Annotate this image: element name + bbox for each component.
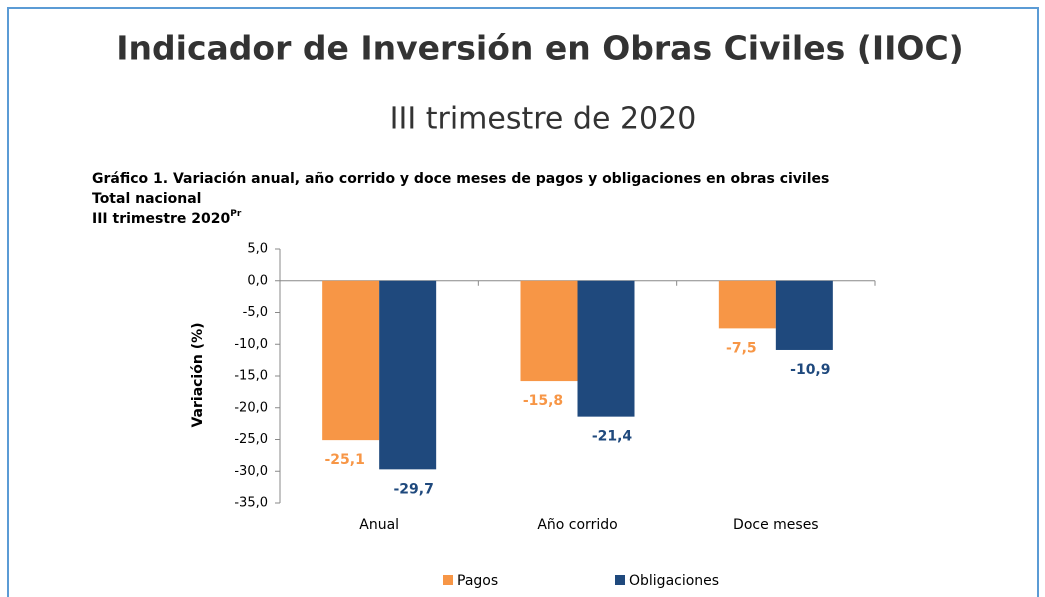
x-tick-label: Anual [359,517,399,533]
page-title: Indicador de Inversión en Obras Civiles … [116,29,964,68]
value-label: -21,4 [592,429,633,445]
y-tick-label: -20,0 [234,400,268,415]
chart-period: III trimestre 2020Pr [92,209,242,228]
y-tick-label: -30,0 [234,464,268,479]
period-sup: Pr [230,209,242,219]
y-tick-label: -15,0 [234,369,268,384]
value-label: -15,8 [523,393,563,409]
legend-label: Pagos [457,573,498,589]
value-label: -7,5 [726,340,757,356]
legend-swatch [443,575,453,585]
y-tick-label: -5,0 [243,305,268,320]
value-label: -10,9 [790,362,830,378]
value-label: -29,7 [393,481,433,497]
bar [775,280,833,350]
bar [379,280,437,470]
x-tick-label: Año corrido [537,517,617,533]
bar [322,280,380,441]
bar [520,280,578,382]
y-tick-label: 5,0 [247,242,268,257]
frame [7,7,1039,597]
chart-title: Gráfico 1. Variación anual, año corrido … [92,171,829,187]
y-tick-label: -10,0 [234,337,268,352]
chart-subtitle: Total nacional [92,191,201,207]
value-label: -25,1 [324,452,364,468]
y-tick-label: -25,0 [234,432,268,447]
x-tick-label: Doce meses [733,517,819,533]
legend-swatch [615,575,625,585]
y-axis-label: Variación (%) [190,322,206,427]
bar [718,280,776,329]
period-text: III trimestre 2020 [92,211,231,227]
bar [577,280,635,417]
y-tick-label: -35,0 [234,496,268,511]
legend-label: Obligaciones [629,573,719,589]
page-subtitle: III trimestre de 2020 [390,102,697,137]
y-tick-label: 0,0 [247,273,268,288]
